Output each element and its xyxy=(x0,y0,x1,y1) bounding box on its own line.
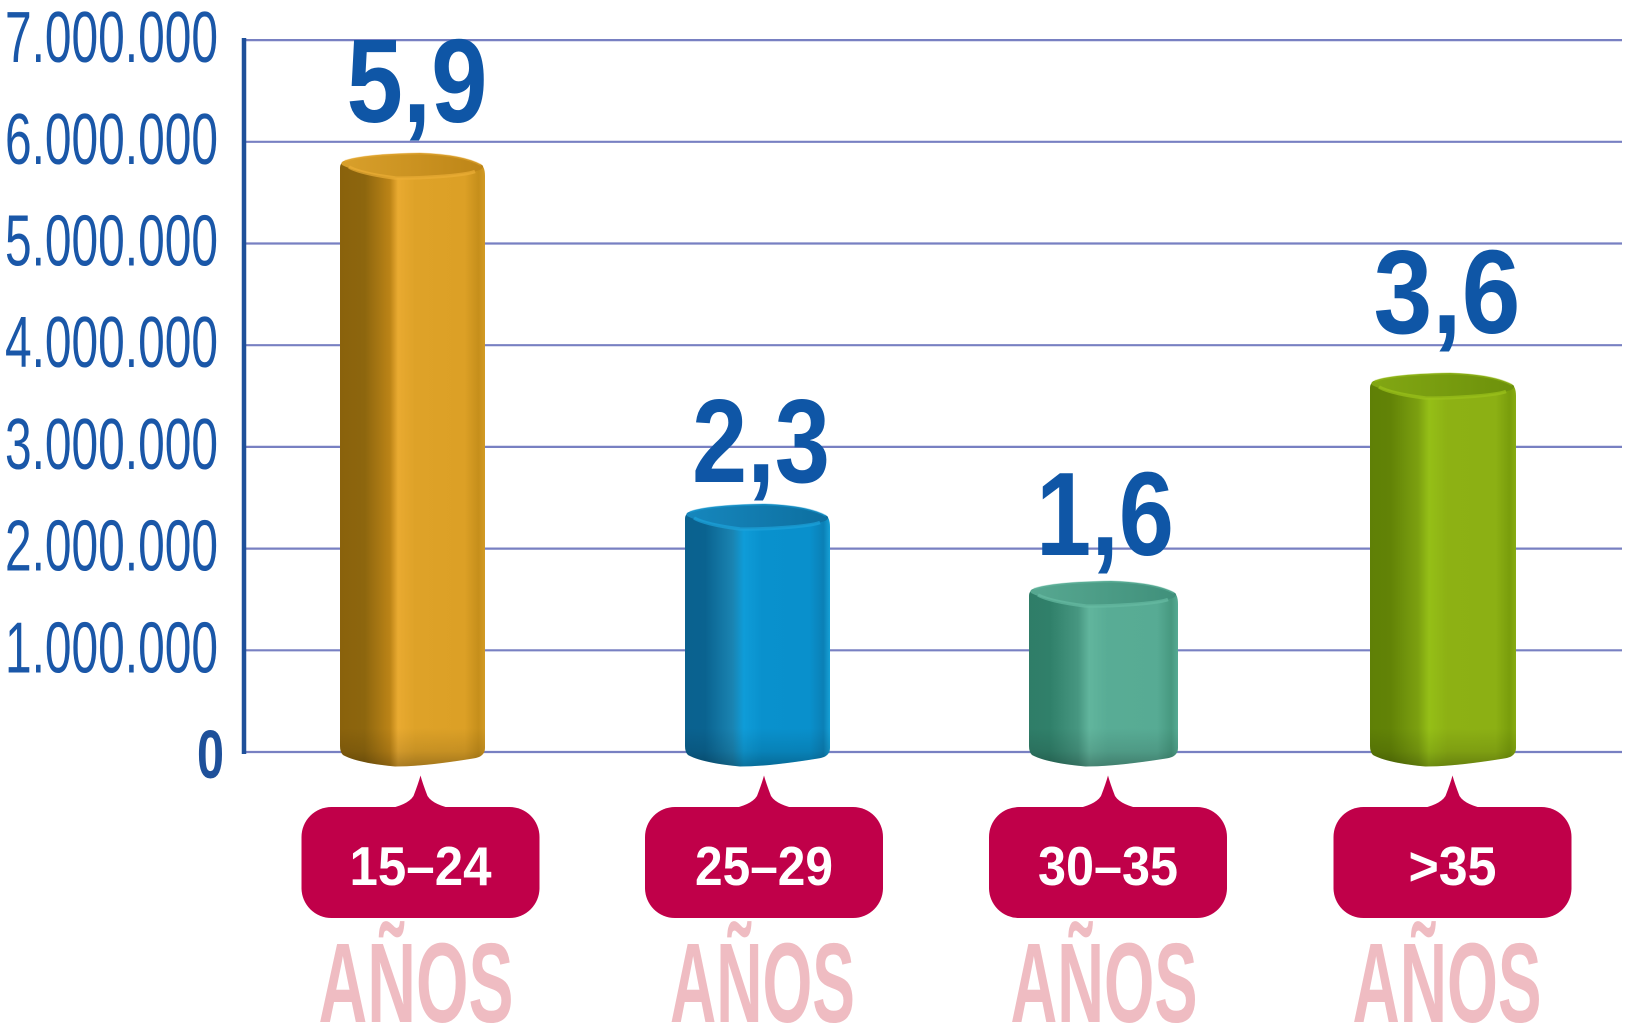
svg-text:AÑOS: AÑOS xyxy=(670,920,855,1028)
svg-text:2.000.000: 2.000.000 xyxy=(5,507,218,587)
svg-text:4.000.000: 4.000.000 xyxy=(5,303,218,383)
svg-text:6.000.000: 6.000.000 xyxy=(5,100,218,180)
svg-text:>35: >35 xyxy=(1409,835,1497,897)
svg-text:AÑOS: AÑOS xyxy=(1353,920,1542,1028)
svg-text:5.000.000: 5.000.000 xyxy=(5,202,218,282)
svg-text:1.000.000: 1.000.000 xyxy=(5,608,218,688)
svg-text:1,6: 1,6 xyxy=(1036,448,1174,581)
svg-text:5,9: 5,9 xyxy=(347,15,488,148)
svg-text:3,6: 3,6 xyxy=(1374,226,1521,359)
svg-text:25–29: 25–29 xyxy=(695,835,833,897)
svg-text:15–24: 15–24 xyxy=(350,835,492,897)
svg-text:2,3: 2,3 xyxy=(692,375,830,508)
svg-text:0: 0 xyxy=(197,716,224,793)
svg-text:AÑOS: AÑOS xyxy=(319,920,514,1028)
svg-text:AÑOS: AÑOS xyxy=(1011,920,1198,1028)
svg-text:7.000.000: 7.000.000 xyxy=(5,0,218,78)
svg-text:3.000.000: 3.000.000 xyxy=(5,405,218,485)
svg-text:30–35: 30–35 xyxy=(1038,835,1178,897)
